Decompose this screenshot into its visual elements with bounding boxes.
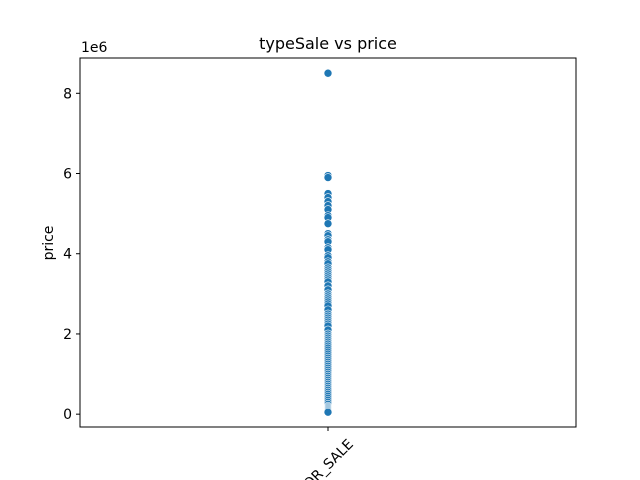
y-offset-label: 1e6	[81, 40, 108, 56]
data-point	[323, 407, 333, 417]
plot-frame	[79, 57, 577, 428]
data-point	[323, 68, 333, 78]
data-point	[323, 219, 333, 228]
y-tick-label: 0	[63, 407, 72, 423]
y-tick-label: 2	[63, 327, 72, 343]
y-axis-label: price	[41, 226, 57, 261]
x-tick-label: FOR_SALE	[295, 437, 357, 480]
y-tick-label: 8	[63, 86, 72, 102]
data-point	[323, 173, 333, 182]
x-ticks: FOR_SALE	[295, 427, 357, 480]
chart-title: typeSale vs price	[259, 34, 397, 53]
data-points	[323, 68, 333, 417]
y-tick-label: 4	[63, 247, 72, 263]
y-ticks: 0 2 4 6 8	[63, 86, 80, 423]
y-tick-label: 6	[63, 167, 72, 183]
